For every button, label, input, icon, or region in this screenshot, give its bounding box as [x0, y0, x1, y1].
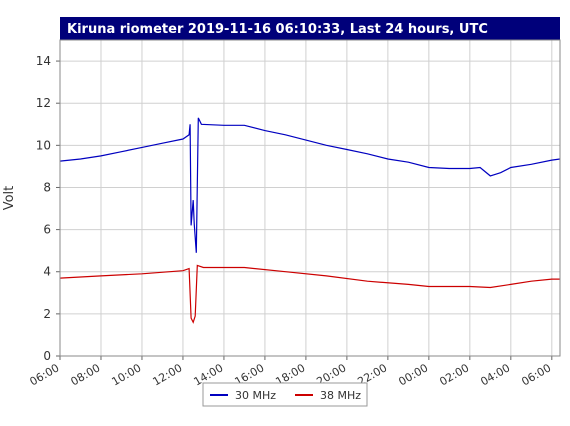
- series-line: [59, 264, 560, 324]
- x-tick-label: 08:00: [69, 361, 103, 388]
- y-tick-label: 8: [43, 180, 51, 194]
- x-tick-label: 00:00: [396, 361, 430, 388]
- y-tick-label: 12: [36, 96, 51, 110]
- x-tick-label: 04:00: [478, 361, 512, 388]
- x-tick-label: 10:00: [110, 361, 144, 388]
- x-tick-label: 06:00: [28, 361, 62, 388]
- series-line: [59, 117, 561, 253]
- y-tick-label: 14: [36, 54, 51, 68]
- y-tick-label: 4: [43, 265, 51, 279]
- x-tick-label: 02:00: [437, 361, 471, 388]
- y-tick-label: 2: [43, 307, 51, 321]
- chart-title: Kiruna riometer 2019-11-16 06:10:33, Las…: [67, 22, 488, 37]
- legend: [202, 382, 368, 407]
- y-tick-label: 10: [36, 138, 51, 152]
- legend-items: 30 MHz 38 MHz: [210, 389, 361, 402]
- title-bar: [60, 17, 560, 40]
- lines: [59, 117, 561, 324]
- x-tick-label: 06:00: [519, 361, 553, 388]
- y-tick-label: 6: [43, 223, 51, 237]
- legend-label: 38 MHz: [320, 389, 361, 402]
- y-tick-label: 0: [43, 349, 51, 363]
- x-tick-label: 12:00: [150, 361, 184, 388]
- plot-frame: [59, 39, 561, 357]
- legend-label: 30 MHz: [235, 389, 276, 402]
- y-axis-label: Volt: [2, 186, 17, 211]
